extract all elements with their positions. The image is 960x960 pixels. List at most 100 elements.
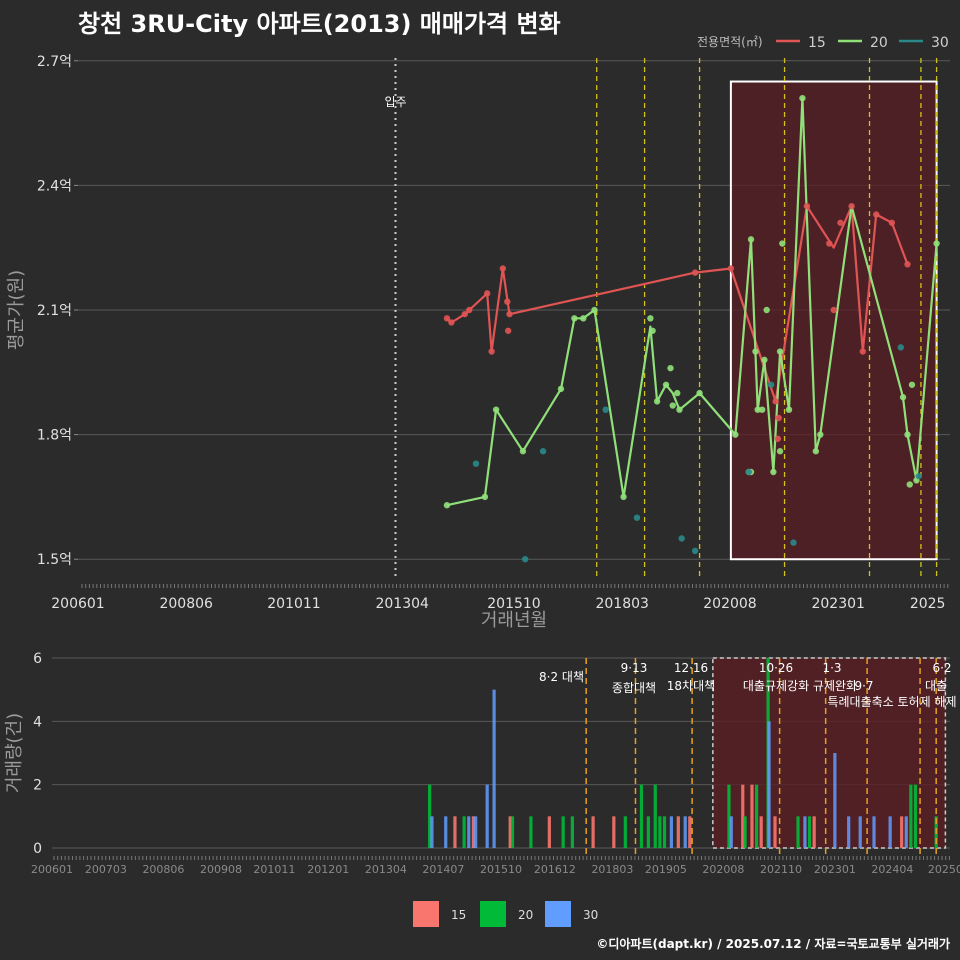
volume-y-tick-label: 6 <box>33 651 42 667</box>
volume-x-tick-label: 201803 <box>591 863 633 876</box>
volume-x-tick-label: 20250 <box>928 863 960 876</box>
policy-text-label: 특례대출축소 토허제 해제 <box>827 695 956 709</box>
volume-bar-20 <box>796 816 800 848</box>
price-point-20 <box>758 406 766 413</box>
price-point-15 <box>727 265 735 272</box>
price-point-20 <box>676 406 683 413</box>
policy-date-label: 1·3 <box>822 661 841 675</box>
price-point-20 <box>653 398 661 405</box>
price-point-30 <box>767 381 775 388</box>
volume-bar-30 <box>430 816 434 848</box>
price-legend: 전용면적(㎡) 15 20 30 <box>697 35 949 51</box>
volume-bar-30 <box>888 816 892 848</box>
footer-credit: ©디아파트(dapt.kr) / 2025.07.12 / 자료=국토교통부 실… <box>596 937 950 951</box>
price-x-tick-label: 201011 <box>267 596 320 612</box>
price-point-15 <box>466 306 473 314</box>
volume-legend-key-20 <box>480 901 506 927</box>
price-point-20 <box>908 381 916 388</box>
price-point-15 <box>448 319 455 326</box>
price-point-15 <box>830 306 837 314</box>
price-x-tick-label: 201304 <box>375 596 429 612</box>
price-point-20 <box>779 240 786 247</box>
price-point-15 <box>774 435 782 442</box>
price-point-20 <box>761 356 768 364</box>
price-point-15 <box>775 414 782 422</box>
volume-bar-15 <box>773 816 777 848</box>
volume-bar-20 <box>754 784 759 848</box>
price-point-15 <box>499 265 507 272</box>
volume-x-tick-label: 201510 <box>480 863 522 876</box>
volume-legend-label-15: 15 <box>451 908 466 922</box>
policy-date-label: 6·2 <box>932 661 951 675</box>
volume-y-axis-title: 거래량(건) <box>4 713 25 793</box>
volume-x-tick-label: 201612 <box>534 863 576 876</box>
volume-bar-20 <box>653 784 657 848</box>
price-point-30 <box>539 448 547 455</box>
volume-bar-20 <box>807 816 812 848</box>
volume-x-tick-label: 202008 <box>702 863 744 876</box>
policy-text-label: 규제완화 <box>813 679 857 693</box>
volume-x-tick-label: 201304 <box>365 863 407 876</box>
price-point-30 <box>897 344 905 351</box>
price-point-15 <box>848 202 855 210</box>
price-point-20 <box>557 385 565 393</box>
price-point-20 <box>620 493 627 501</box>
price-point-20 <box>799 94 806 102</box>
price-point-20 <box>747 236 755 243</box>
volume-bar-20 <box>462 816 466 848</box>
volume-x-tick-label: 200908 <box>200 863 242 876</box>
volume-bar-30 <box>858 816 862 848</box>
volume-legend-key-15 <box>413 901 439 927</box>
legend-label-20: 20 <box>870 35 888 51</box>
price-point-15 <box>504 327 512 334</box>
price-x-tick-label: 201803 <box>595 596 648 612</box>
volume-x-tick-label: 202110 <box>760 863 802 876</box>
volume-bar-30 <box>904 816 908 848</box>
volume-bar-15 <box>900 816 904 848</box>
volume-x-tick-label: 200806 <box>142 863 184 876</box>
policy-text-label: 18차대책 <box>667 678 715 693</box>
price-point-20 <box>817 431 824 438</box>
price-x-tick-label: 202301 <box>811 596 864 612</box>
price-axis: 1.5억 1.8억 2.1억 2.4억 2.7억 200601 200806 201011 20… <box>6 54 949 631</box>
volume-legend-key-30 <box>545 901 571 927</box>
volume-x-tick-label: 200703 <box>85 863 127 876</box>
volume-x-tick-label: 202301 <box>814 863 856 876</box>
price-x-tick-label: 201510 <box>487 596 540 612</box>
volume-bar-20 <box>510 816 515 848</box>
price-point-20 <box>933 240 940 247</box>
price-point-30 <box>745 468 752 476</box>
price-point-15 <box>904 261 911 268</box>
volume-bar-20 <box>561 816 565 848</box>
price-point-20 <box>776 448 784 455</box>
volume-bar-20 <box>662 816 667 848</box>
price-point-20 <box>674 389 681 397</box>
volume-bar-15 <box>759 816 763 848</box>
price-point-15 <box>504 298 511 305</box>
price-point-30 <box>790 539 797 546</box>
volume-x-tick-label: 201407 <box>422 863 464 876</box>
move-in-label: 입주 <box>384 95 406 109</box>
volume-bar-30 <box>492 689 496 848</box>
price-point-15 <box>461 310 469 318</box>
volume-bars <box>428 658 938 848</box>
price-y-tick-label: 2.1억 <box>37 303 72 319</box>
price-series-points <box>443 94 940 563</box>
volume-bar-20 <box>913 784 918 848</box>
legend-title: 전용면적(㎡) <box>697 35 763 49</box>
volume-bar-20 <box>658 816 662 848</box>
volume-bar-30 <box>872 816 876 848</box>
price-y-tick-label: 1.8억 <box>37 428 72 444</box>
price-y-tick-label: 2.7억 <box>37 54 72 70</box>
volume-bar-15 <box>688 816 692 848</box>
volume-axis: 0 2 4 6 거래량(건) 200601 200703 200806 200908 201011… <box>4 651 960 876</box>
price-point-20 <box>812 448 820 455</box>
price-x-tick-label: 200601 <box>51 596 104 612</box>
policy-text-label: 대출규제강화 <box>743 679 809 693</box>
price-point-20 <box>754 406 761 413</box>
chart-title: 창천 3RU-City 아파트(2013) 매매가격 변화 <box>78 10 561 38</box>
volume-bar-15 <box>453 816 457 848</box>
legend-label-15: 15 <box>808 35 826 51</box>
price-point-15 <box>888 219 896 226</box>
volume-policy-annotations: 8·2 대책 9·13 종합대책 12·16 18차대책 10·26 대출규제강화 1·3 규제… <box>539 661 957 709</box>
